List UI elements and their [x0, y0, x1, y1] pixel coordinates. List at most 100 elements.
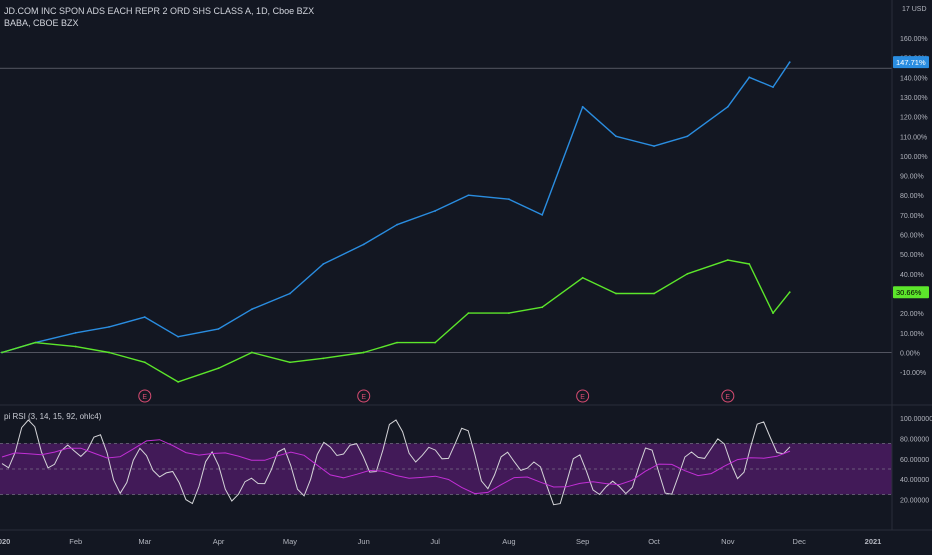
baba-data-point [74, 345, 77, 348]
baba-data-point [726, 259, 729, 261]
baba-data-point [772, 312, 774, 315]
baba-data-point [686, 272, 689, 275]
baba-data-point [108, 351, 110, 354]
time-tick-label: Aug [502, 537, 515, 546]
jd-last-value-text: 147.71% [896, 58, 926, 67]
price-tick-label: 110.00% [900, 134, 927, 141]
time-tick-label: 2020 [0, 537, 10, 546]
price-tick-label: 20.00% [900, 311, 924, 318]
baba-last-value-text: 30.66% [896, 288, 922, 297]
rsi-tick-label: 100.00000 [900, 416, 932, 423]
jd-last-value-badge[interactable] [893, 56, 929, 69]
jd-data-point [748, 76, 751, 79]
time-tick-label: Sep [576, 537, 589, 546]
jd-data-point [143, 316, 146, 318]
baba-data-point [34, 341, 37, 344]
price-tick-label: 100.00% [900, 154, 928, 161]
rsi-tick-label: 60.00000 [900, 457, 929, 464]
price-tick-label: 50.00% [900, 252, 924, 259]
time-tick-label: Jul [430, 537, 440, 546]
baba-data-point [653, 292, 655, 295]
time-tick-label: 2021 [865, 537, 882, 546]
jd-data-point [396, 223, 398, 226]
baba-data-point [322, 357, 325, 360]
time-tick-label: Dec [793, 537, 807, 546]
earnings-marker[interactable] [357, 389, 371, 403]
price-tick-label: 90.00% [900, 174, 924, 181]
jd-data-point [74, 331, 77, 334]
baba-last-value-badge[interactable] [893, 286, 929, 299]
baba-data-point [177, 381, 180, 383]
baba-data-point [507, 312, 510, 315]
price-tick-label: 130.00% [900, 95, 928, 102]
jd-data-point [788, 61, 791, 64]
jd-data-point [581, 105, 584, 108]
time-tick-label: Nov [721, 537, 735, 546]
earnings-marker-label: E [142, 394, 147, 401]
jd-data-point [289, 292, 291, 295]
price-unit-label: 17 USD [902, 6, 927, 13]
jd-data-point [541, 213, 544, 216]
baba-data-point [143, 361, 146, 364]
time-tick-label: Feb [69, 537, 82, 546]
price-tick-label: 80.00% [900, 193, 924, 200]
price-tick-label: 160.00% [900, 36, 928, 43]
earnings-marker-label: E [725, 394, 730, 401]
earnings-marker[interactable] [576, 389, 590, 403]
baba-data-point [217, 367, 220, 370]
time-tick-label: Mar [138, 537, 151, 546]
jd-data-point [772, 86, 774, 89]
baba-data-point [541, 306, 544, 309]
price-tick-label: 10.00% [900, 331, 924, 338]
price-tick-label: 120.00% [900, 115, 928, 122]
price-tick-label: 40.00% [900, 272, 924, 279]
jd-series-line[interactable] [1, 61, 791, 354]
jd-data-point [653, 145, 655, 147]
earnings-marker-label: E [361, 394, 366, 401]
price-tick-label: 140.00% [900, 75, 928, 82]
baba-data-point [396, 341, 398, 344]
baba-data-point [1, 351, 3, 354]
rsi-tick-label: 40.00000 [900, 477, 929, 484]
price-tick-label: -10.00% [900, 370, 926, 377]
jd-data-point [726, 105, 729, 108]
baba-data-point [788, 291, 791, 294]
jd-data-point [686, 135, 689, 138]
jd-data-point [177, 335, 180, 338]
earnings-marker-label: E [580, 394, 585, 401]
time-tick-label: May [283, 537, 297, 546]
rsi-fast-line[interactable] [1, 419, 791, 506]
earnings-marker[interactable] [138, 389, 152, 403]
jd-data-point [362, 243, 365, 246]
baba-series-line[interactable] [1, 259, 791, 383]
rsi-slow-line[interactable] [1, 439, 791, 495]
baba-data-point [581, 276, 584, 279]
compare-symbol-legend[interactable]: BABA, CBOE BZX [4, 18, 79, 28]
baba-data-point [250, 351, 253, 354]
baba-data-point [289, 361, 291, 364]
rsi-indicator-title[interactable]: pi RSI (3, 14, 15, 92, ohlc4) [4, 412, 102, 421]
rsi-pane [0, 419, 892, 506]
baba-data-point [748, 263, 751, 265]
rsi-tick-label: 20.00000 [900, 498, 929, 505]
earnings-marker[interactable] [721, 389, 735, 403]
baba-data-point [362, 351, 365, 354]
price-tick-label: 0.00% [900, 350, 920, 357]
baba-data-point [615, 292, 617, 295]
jd-data-point [507, 198, 510, 201]
jd-data-point [250, 308, 253, 311]
baba-data-point [434, 341, 437, 344]
rsi-tick-label: 80.00000 [900, 436, 929, 443]
jd-data-point [108, 326, 110, 328]
jd-data-point [615, 135, 617, 138]
time-tick-label: Jun [358, 537, 370, 546]
main-symbol-legend[interactable]: JD.COM INC SPON ADS EACH REPR 2 ORD SHS … [4, 6, 315, 16]
baba-data-point [467, 312, 470, 315]
price-tick-label: 70.00% [900, 213, 924, 220]
jd-data-point [322, 263, 325, 265]
time-tick-label: Apr [213, 537, 225, 546]
